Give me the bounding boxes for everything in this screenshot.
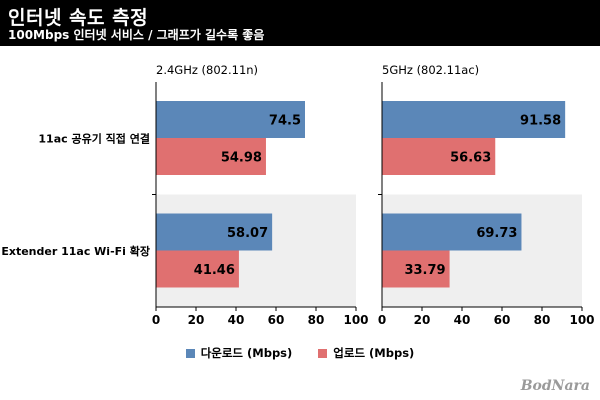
bar-panel1-cat2-series1 [156,213,273,251]
bar-panel2-cat2-series2 [382,250,450,288]
bar-panel2-cat2-series1 [382,213,522,251]
panel-2-x-tick-label-0: 0 [378,313,386,327]
data-label-panel2-cat2-series2: 33.79 [404,263,445,278]
panel-2-x-tick-label-60: 60 [494,313,511,327]
category-label-2: Extender 11ac Wi-Fi 확장 [1,244,150,258]
header-bar: 인터넷 속도 측정 100Mbps 인터넷 서비스 / 그래프가 길수록 좋음 [0,0,600,46]
data-label-panel1-cat1-series1: 74.5 [269,114,301,129]
panel-2-x-tick-label-80: 80 [534,313,551,327]
legend-item-download: 다운로드 (Mbps) [185,345,293,361]
legend-label-download: 다운로드 (Mbps) [200,346,293,360]
data-label-panel2-cat1-series1: 91.58 [520,114,561,129]
legend-swatch-download [185,348,195,358]
data-label-panel2-cat2-series1: 69.73 [476,226,517,241]
legend-swatch-upload [318,348,328,358]
bar-panel2-cat1-series2 [382,138,496,175]
panel-1-x-tick-label-0: 0 [152,313,160,327]
brand-logo: BodNara [520,378,590,394]
panel-2-x-tick-label-20: 20 [414,313,431,327]
data-label-panel1-cat2-series1: 58.07 [227,226,268,241]
chart-legend: 다운로드 (Mbps) 업로드 (Mbps) [0,345,600,361]
bar-panel1-cat2-series2 [156,250,239,288]
panel-2-x-tick-label-40: 40 [454,313,471,327]
category-label-1: 11ac 공유기 직접 연결 [38,131,150,145]
data-label-panel1-cat2-series2: 41.46 [194,263,235,278]
panel-1-x-tick-label-80: 80 [308,313,325,327]
panel-1-x-tick-label-100: 100 [343,313,368,327]
bar-panel1-cat1-series2 [156,138,266,175]
bar-panel2-cat1-series1 [382,101,566,138]
bar-panel1-cat1-series1 [156,101,305,138]
data-label-panel2-cat1-series2: 56.63 [450,151,491,166]
page-subtitle: 100Mbps 인터넷 서비스 / 그래프가 길수록 좋음 [8,28,265,42]
data-label-panel1-cat1-series2: 54.98 [221,151,262,166]
panel-1-x-tick-label-60: 60 [268,313,285,327]
panel-2-title: 5GHz (802.11ac) [382,63,479,77]
panel-1-title: 2.4GHz (802.11n) [156,63,258,77]
legend-item-upload: 업로드 (Mbps) [318,345,414,361]
legend-label-upload: 업로드 (Mbps) [333,346,415,360]
page-title: 인터넷 속도 측정 [8,7,149,29]
panel-2-x-tick-label-100: 100 [569,313,594,327]
panel-1-x-tick-label-20: 20 [188,313,205,327]
panel-1-x-tick-label-40: 40 [228,313,245,327]
